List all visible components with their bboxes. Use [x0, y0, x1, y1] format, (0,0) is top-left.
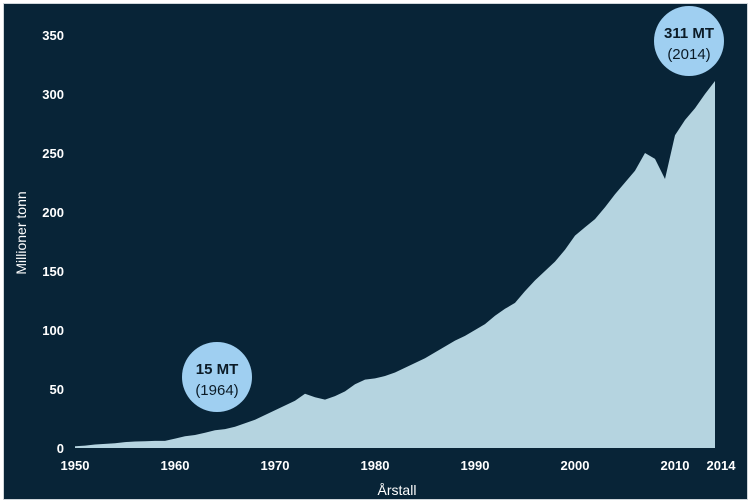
y-tick-label: 250 [42, 146, 64, 161]
annotation-2014: 311 MT (2014) [654, 6, 724, 76]
y-axis-label: Millioner tonn [13, 191, 29, 274]
x-tick-label: 1970 [261, 458, 290, 473]
y-tick-label: 0 [57, 441, 64, 456]
production-area [75, 81, 715, 448]
x-tick-label: 1960 [161, 458, 190, 473]
y-tick-label: 300 [42, 87, 64, 102]
x-tick-label: 1990 [461, 458, 490, 473]
annotation-value: 15 MT [196, 361, 239, 378]
x-tick-label: 2000 [561, 458, 590, 473]
annotation-bubble [654, 6, 724, 76]
area-layer [75, 81, 715, 448]
annotation-year: (2014) [667, 46, 710, 63]
x-axis: 1950 1960 1970 1980 1990 2000 2010 2014 [61, 458, 737, 473]
annotation-value: 311 MT [664, 25, 714, 42]
x-tick-label: 2014 [707, 458, 737, 473]
annotation-year: (1964) [195, 382, 238, 399]
annotation-1964: 15 MT (1964) [182, 342, 252, 412]
y-tick-label: 150 [42, 264, 64, 279]
annotation-bubble [182, 342, 252, 412]
x-tick-label: 2010 [661, 458, 690, 473]
x-axis-label: Årstall [378, 482, 417, 498]
y-tick-label: 100 [42, 323, 64, 338]
x-tick-label: 1980 [361, 458, 390, 473]
x-tick-label: 1950 [61, 458, 90, 473]
y-tick-label: 200 [42, 205, 64, 220]
y-axis: 0 50 100 150 200 250 300 350 [42, 28, 64, 456]
y-tick-label: 350 [42, 28, 64, 43]
y-tick-label: 50 [50, 382, 64, 397]
